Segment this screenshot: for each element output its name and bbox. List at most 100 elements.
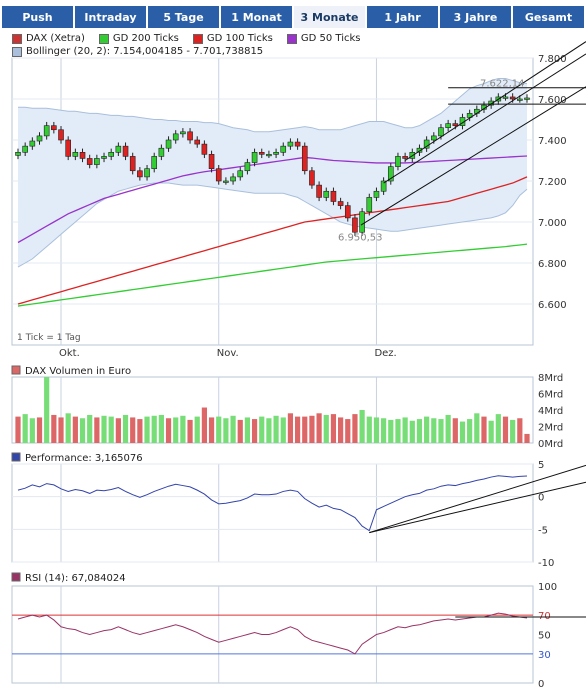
volume-bar — [29, 418, 35, 443]
candle-body — [165, 139, 172, 149]
volume-bar — [180, 415, 186, 443]
legend-gd50: GD 50 Ticks — [300, 33, 361, 44]
candle-body — [172, 133, 179, 141]
candle-body — [72, 152, 79, 157]
candle-body — [58, 129, 64, 141]
tab-gesamt[interactable]: Gesamt — [513, 6, 584, 28]
volume-bar — [144, 416, 150, 443]
volume-bar — [502, 416, 509, 443]
volume-bar — [273, 415, 279, 443]
candle-body — [36, 135, 43, 142]
volume-bar — [510, 419, 516, 443]
volume-ytick: 0Mrd — [538, 439, 563, 450]
candle-body — [452, 123, 459, 126]
candle-body — [43, 125, 50, 137]
tab-3-jahre[interactable]: 3 Jahre — [440, 6, 511, 28]
volume-bar — [65, 413, 71, 443]
volume-bar — [459, 421, 466, 443]
tab-3-monate[interactable]: 3 Monate — [294, 6, 365, 28]
candle-body — [129, 156, 136, 172]
candle-body — [431, 135, 437, 141]
panel-frame-1 — [11, 376, 534, 444]
volume-bar — [294, 416, 301, 443]
candle-body — [294, 141, 301, 147]
tab-push[interactable]: Push — [2, 6, 73, 28]
main-ytick: 7.200 — [538, 177, 567, 188]
volume-bar — [187, 419, 193, 443]
candle-body — [258, 152, 265, 155]
bollinger-upper-line — [18, 78, 528, 133]
candle-body — [387, 166, 394, 182]
performance-trendline-2 — [369, 481, 586, 534]
volume-bar — [130, 417, 136, 443]
tab-intraday[interactable]: Intraday — [75, 6, 146, 28]
volume-bar — [488, 420, 494, 443]
volume-bar — [194, 416, 200, 443]
volume-title: DAX Volumen in Euro — [25, 366, 131, 377]
legend-bollinger: Bollinger (20, 2): 7.154,004185 - 7.701,… — [26, 46, 264, 57]
candle-body — [122, 145, 129, 157]
performance-ytick: 0 — [538, 493, 544, 504]
volume-bar — [173, 417, 179, 443]
gd100-swatch — [192, 33, 203, 44]
volume-bar — [287, 413, 294, 443]
volume-bar — [158, 414, 164, 443]
gd200-swatch — [98, 33, 109, 44]
bollinger-lower-line — [17, 182, 528, 268]
candle-body — [445, 123, 451, 128]
gd200-line — [17, 243, 528, 307]
candle-body — [22, 145, 28, 153]
gd50-line — [17, 155, 528, 244]
candle-body — [366, 197, 373, 213]
panel-frame-3 — [11, 585, 534, 684]
candle-body — [194, 139, 201, 145]
main-ytick: 7.600 — [538, 95, 567, 106]
volume-bar — [165, 418, 172, 443]
legend-gd100: GD 100 Ticks — [206, 33, 273, 44]
tab-1-monat[interactable]: 1 Monat — [221, 6, 292, 28]
volume-bar — [44, 377, 50, 443]
candle-body — [29, 140, 36, 147]
performance-ytick: -5 — [538, 525, 548, 536]
trendline-upper — [404, 41, 586, 161]
volume-bar — [137, 419, 143, 443]
volume-bar — [452, 418, 458, 443]
candle-body — [266, 154, 272, 157]
candle-body — [137, 170, 143, 178]
candle-body — [151, 156, 158, 169]
volume-bar — [244, 417, 251, 443]
month-label: Okt. — [59, 348, 80, 359]
volume-bar — [216, 416, 222, 443]
candle-body — [524, 97, 530, 100]
volume-bar — [481, 416, 487, 443]
tab-5-tage[interactable]: 5 Tage — [148, 6, 219, 28]
candle-body — [15, 152, 21, 156]
volume-bar — [474, 413, 480, 443]
volume-bar — [338, 417, 344, 443]
candle-body — [273, 152, 279, 155]
main-ytick: 7.800 — [538, 54, 567, 65]
volume-bar — [381, 418, 387, 443]
volume-bar — [359, 410, 365, 443]
candle-body — [79, 152, 86, 159]
rsi-ytick: 100 — [538, 582, 557, 593]
candle-body — [423, 139, 430, 149]
candle-body — [359, 211, 365, 233]
volume-bar — [201, 407, 207, 443]
performance-line — [17, 475, 528, 532]
month-label: Nov. — [217, 348, 239, 359]
volume-bar — [352, 414, 358, 443]
volume-ytick: 4Mrd — [538, 406, 563, 417]
tab-1-jahr[interactable]: 1 Jahr — [367, 6, 438, 28]
performance-ytick: 5 — [538, 460, 544, 471]
candle-body — [230, 176, 236, 182]
volume-bar — [266, 418, 272, 443]
candle-body — [94, 158, 100, 165]
legend-dax: DAX (Xetra) — [26, 33, 85, 44]
candle-body — [380, 180, 387, 192]
dax-swatch — [12, 33, 22, 44]
rsi-line — [17, 612, 528, 655]
volume-bar — [316, 413, 322, 443]
volume-bar — [373, 417, 380, 443]
volume-bar — [94, 417, 100, 443]
